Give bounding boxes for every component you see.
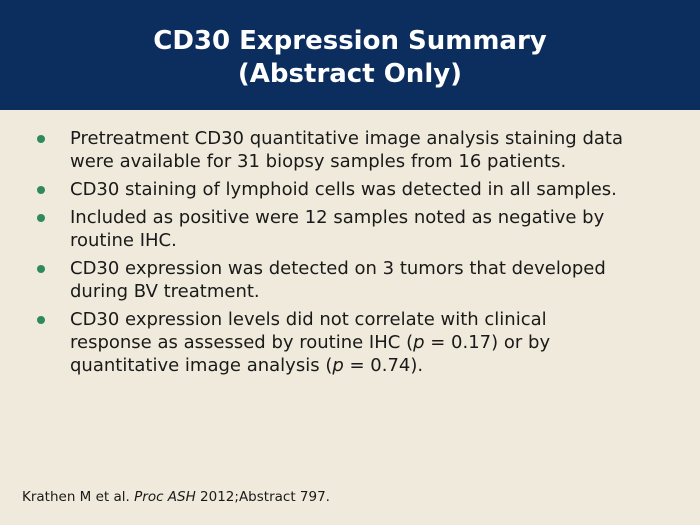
p-symbol: p [332, 355, 344, 376]
header: CD30 Expression Summary (Abstract Only) [0, 0, 700, 110]
citation: Krathen M et al. Proc ASH 2012;Abstract … [22, 489, 330, 505]
bullet: CD30 staining of lymphoid cells was dete… [0, 178, 630, 201]
bullet-text: CD30 expression was detected on 3 tumors… [70, 258, 606, 302]
bullet-list: Pretreatment CD30 quantitative image ana… [0, 127, 700, 382]
title-line: CD30 Expression Summary [153, 26, 547, 56]
bullet: Included as positive were 12 samples not… [0, 206, 630, 252]
journal: Proc ASH [134, 489, 196, 505]
bullet-text: Pretreatment CD30 quantitative image ana… [70, 128, 623, 172]
title-line: (Abstract Only) [237, 59, 463, 89]
bullet-text: CD30 staining of lymphoid cells was dete… [70, 179, 617, 200]
bullet-text: Included as positive were 12 samples not… [70, 207, 605, 251]
bullet: CD30 expression levels did not correlate… [0, 308, 630, 377]
bullet-text: CD30 expression levels did not correlate… [70, 309, 547, 353]
citation-text: Krathen M et al. [22, 489, 135, 505]
p-symbol: p [413, 332, 425, 353]
bullet: CD30 expression was detected on 3 tumors… [0, 257, 630, 303]
bullet-text: = 0.74). [343, 355, 424, 376]
bullet-text: = 0.17) or by quantitative image analysi… [70, 332, 551, 376]
bullet: Pretreatment CD30 quantitative image ana… [0, 127, 630, 173]
citation-text: 2012;Abstract 797. [195, 489, 330, 505]
